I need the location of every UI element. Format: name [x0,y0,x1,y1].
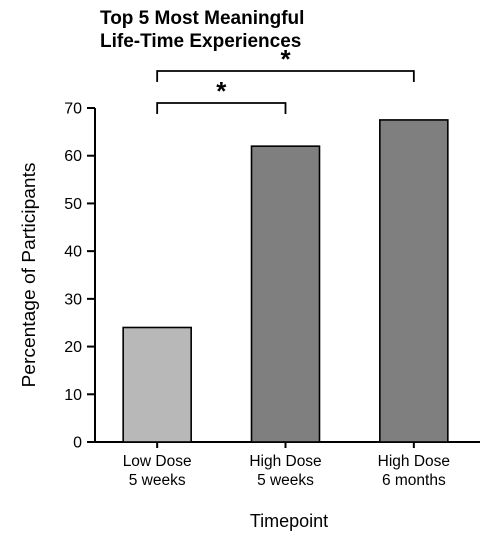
chart-title-line-1: Top 5 Most Meaningful [100,8,304,29]
y-tick-label-40: 40 [64,244,82,261]
chart-title-line-2: Life-Time Experiences [100,31,301,52]
y-tick-label-50: 50 [64,196,82,213]
significance-star-1: * [280,44,291,74]
significance-bracket-2 [156,102,287,114]
x-tick-label-1-line-1: Low Dose [123,453,192,470]
chart-title: Top 5 Most Meaningful Life-Time Experien… [100,8,304,52]
y-tick-label-0: 0 [73,435,82,452]
y-tick-label-10: 10 [64,387,82,404]
y-tick-label-20: 20 [64,339,82,356]
x-tick-label-2-line-1: High Dose [249,453,321,470]
x-tick-label-2-line-2: 5 weeks [257,472,314,489]
chart-bars [122,119,449,443]
bar-2 [250,145,321,443]
significance-bracket-1 [156,70,415,82]
significance-brackets: ** [156,44,415,114]
x-axis-label: Timepoint [250,511,328,531]
y-tick-label-60: 60 [64,148,82,165]
bar-1 [122,326,192,443]
significance-star-2: * [216,76,227,106]
bar-3 [379,119,449,443]
x-tick-label-1-line-2: 5 weeks [129,472,186,489]
y-axis-label: Percentage of Participants [19,163,39,388]
x-tick-label-3-line-1: High Dose [378,453,450,470]
x-tick-label-3-line-2: 6 months [382,472,446,489]
y-tick-label-30: 30 [64,291,82,308]
y-tick-label-70: 70 [64,101,82,118]
chart-axes: 0 10 20 30 40 50 60 70 Low Dose 5 weeks High Dose 5… [64,101,480,489]
